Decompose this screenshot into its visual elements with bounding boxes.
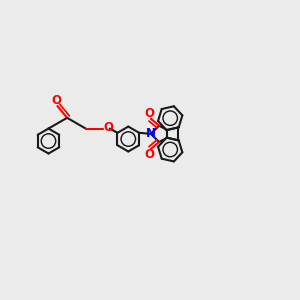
Text: O: O [144,107,154,120]
Text: O: O [103,121,113,134]
Text: O: O [144,148,154,161]
Text: N: N [146,128,156,140]
Text: O: O [52,94,62,107]
